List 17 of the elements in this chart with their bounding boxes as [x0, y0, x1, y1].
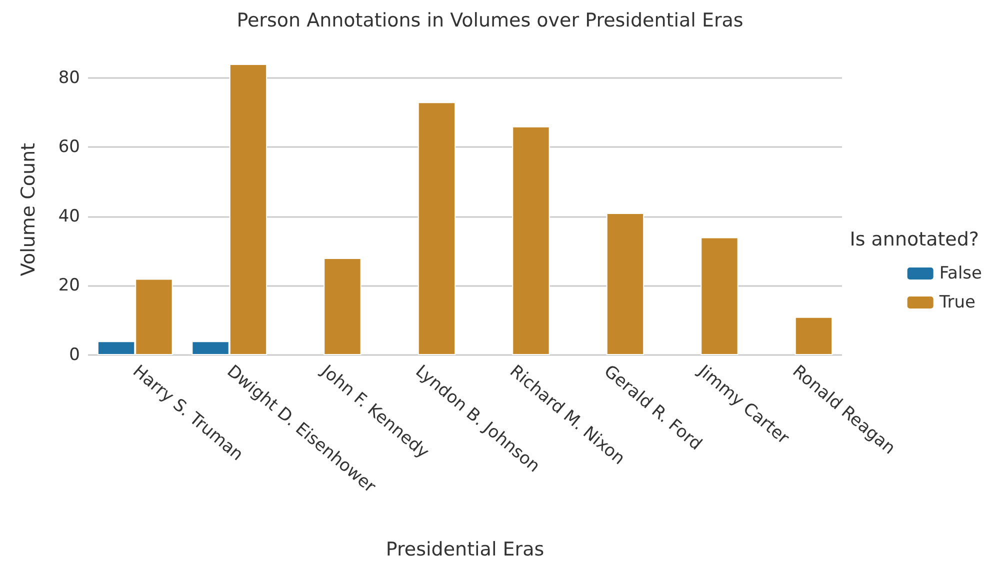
- bar: [794, 316, 833, 355]
- bar: [324, 258, 362, 355]
- y-axis-title: Volume Count: [18, 142, 40, 276]
- bar: [512, 126, 550, 355]
- legend-label: False: [939, 264, 982, 284]
- y-tick-label: 60: [58, 137, 80, 158]
- y-tick-label: 80: [58, 68, 80, 88]
- x-axis-title: Presidential Eras: [386, 538, 544, 560]
- legend-title: Is annotated?: [850, 228, 980, 250]
- legend-label: True: [938, 292, 976, 312]
- bar: [700, 237, 738, 355]
- bar: [606, 212, 644, 355]
- y-tick-label: 40: [58, 206, 80, 226]
- y-tick-label: 0: [69, 345, 80, 365]
- y-tick-label: 20: [58, 276, 80, 296]
- bar: [418, 102, 456, 355]
- chart-title: Person Annotations in Volumes over Presidential Eras: [236, 10, 744, 32]
